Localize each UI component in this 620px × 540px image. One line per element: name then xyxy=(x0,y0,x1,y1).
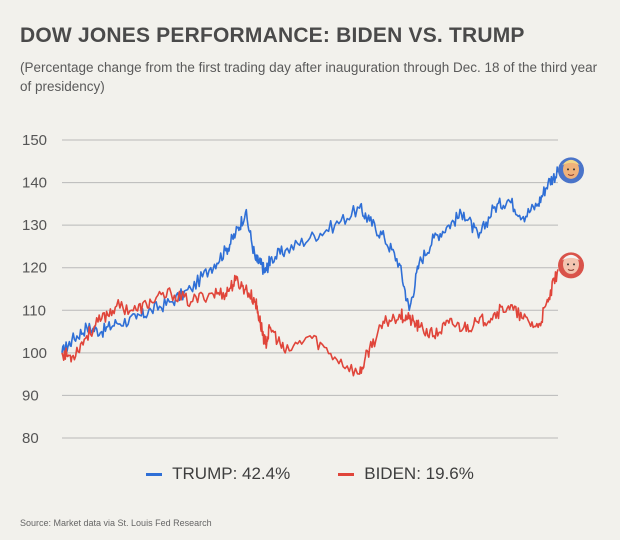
chart-subtitle: (Percentage change from the first tradin… xyxy=(20,60,598,94)
y-tick-label-90: 90 xyxy=(22,387,39,404)
chart-title: DOW JONES PERFORMANCE: BIDEN VS. TRUMP xyxy=(20,24,525,47)
y-tick-label-100: 100 xyxy=(22,345,47,362)
legend-label-biden: BIDEN: 19.6% xyxy=(364,464,474,483)
legend-swatch-biden xyxy=(338,472,355,476)
legend: TRUMP: 42.4% BIDEN: 19.6% xyxy=(0,464,620,484)
legend-swatch-trump xyxy=(146,472,163,476)
biden-portrait-icon xyxy=(558,252,584,279)
legend-item-trump: TRUMP: 42.4% xyxy=(146,464,290,484)
y-tick-label-130: 130 xyxy=(22,217,47,234)
y-tick-label-80: 80 xyxy=(22,430,39,447)
legend-item-biden: BIDEN: 19.6% xyxy=(338,464,474,484)
trump-portrait-icon xyxy=(558,157,584,184)
y-tick-label-150: 150 xyxy=(22,132,47,149)
series-line-biden xyxy=(61,269,559,377)
y-tick-label-120: 120 xyxy=(22,260,47,277)
source-note: Source: Market data via St. Louis Fed Re… xyxy=(20,518,212,528)
series-line-trump xyxy=(61,166,559,357)
y-tick-label-110: 110 xyxy=(22,302,46,319)
y-tick-label-140: 140 xyxy=(22,175,47,192)
legend-label-trump: TRUMP: 42.4% xyxy=(172,464,291,483)
